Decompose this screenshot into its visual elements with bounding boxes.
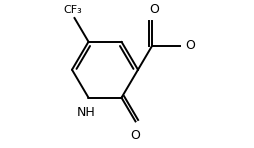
Text: NH: NH [77,106,96,119]
Text: O: O [149,3,159,16]
Text: CF₃: CF₃ [63,5,82,15]
Text: O: O [185,40,195,53]
Text: O: O [131,129,140,142]
